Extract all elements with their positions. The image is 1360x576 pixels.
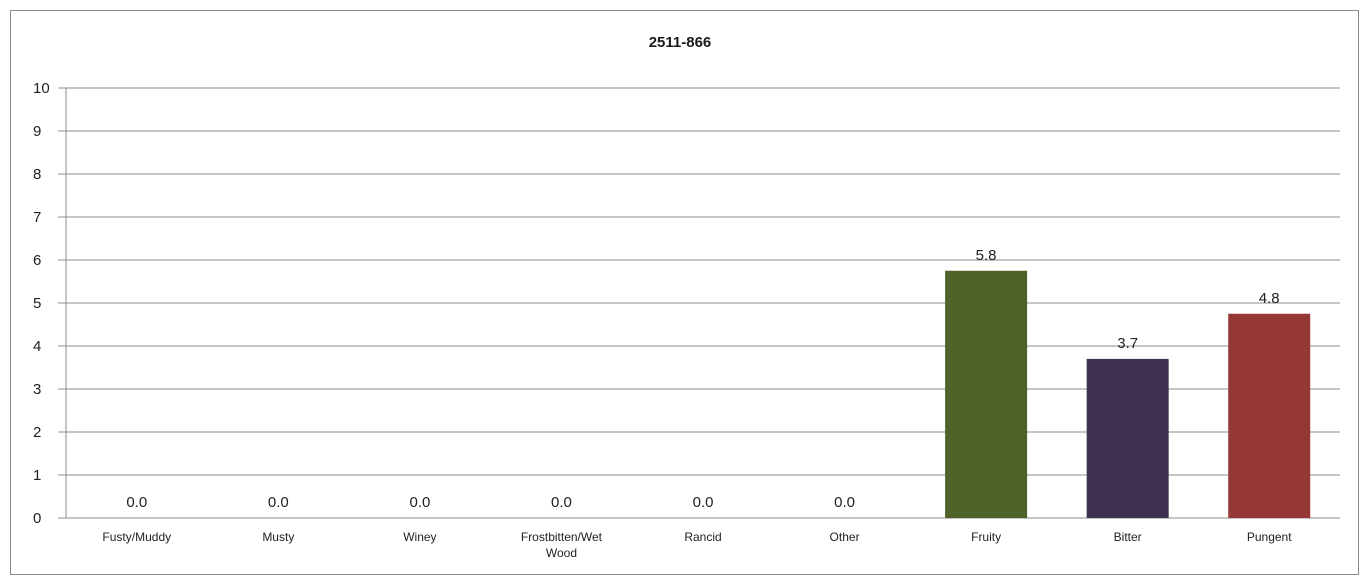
y-tick-label: 0 — [33, 510, 41, 527]
data-label: 0.0 — [409, 494, 430, 511]
category-label: Pungent — [1247, 530, 1292, 544]
y-tick-label: 1 — [33, 467, 41, 484]
data-label: 0.0 — [551, 494, 572, 511]
chart-title: 2511-866 — [648, 34, 712, 51]
data-label: 5.8 — [976, 247, 997, 264]
y-tick-label: 5 — [33, 295, 41, 312]
y-tick-label: 10 — [33, 80, 50, 97]
data-label: 4.8 — [1259, 290, 1280, 307]
bar — [945, 270, 1028, 518]
y-tick-label: 4 — [33, 338, 41, 355]
category-label: Winey — [403, 530, 436, 544]
y-tick-label: 2 — [33, 424, 41, 441]
category-label: Rancid — [684, 530, 721, 544]
bar — [1228, 313, 1311, 518]
y-tick-label: 8 — [33, 166, 41, 183]
data-label: 0.0 — [268, 494, 289, 511]
category-label: Other — [830, 530, 860, 544]
y-tick-label: 6 — [33, 252, 41, 269]
category-label: Bitter — [1114, 530, 1142, 544]
y-tick-label: 3 — [33, 381, 41, 398]
category-label: Musty — [262, 530, 294, 544]
data-label: 3.7 — [1117, 335, 1138, 352]
data-label: 0.0 — [126, 494, 147, 511]
y-tick-label: 9 — [33, 123, 41, 140]
data-label: 0.0 — [693, 494, 714, 511]
category-label: Fruity — [971, 530, 1001, 544]
bar — [1086, 358, 1169, 518]
category-label: Fusty/Muddy — [102, 530, 171, 544]
data-label: 0.0 — [834, 494, 855, 511]
y-tick-label: 7 — [33, 209, 41, 226]
category-label: Frostbitten/Wet Wood — [521, 530, 603, 560]
